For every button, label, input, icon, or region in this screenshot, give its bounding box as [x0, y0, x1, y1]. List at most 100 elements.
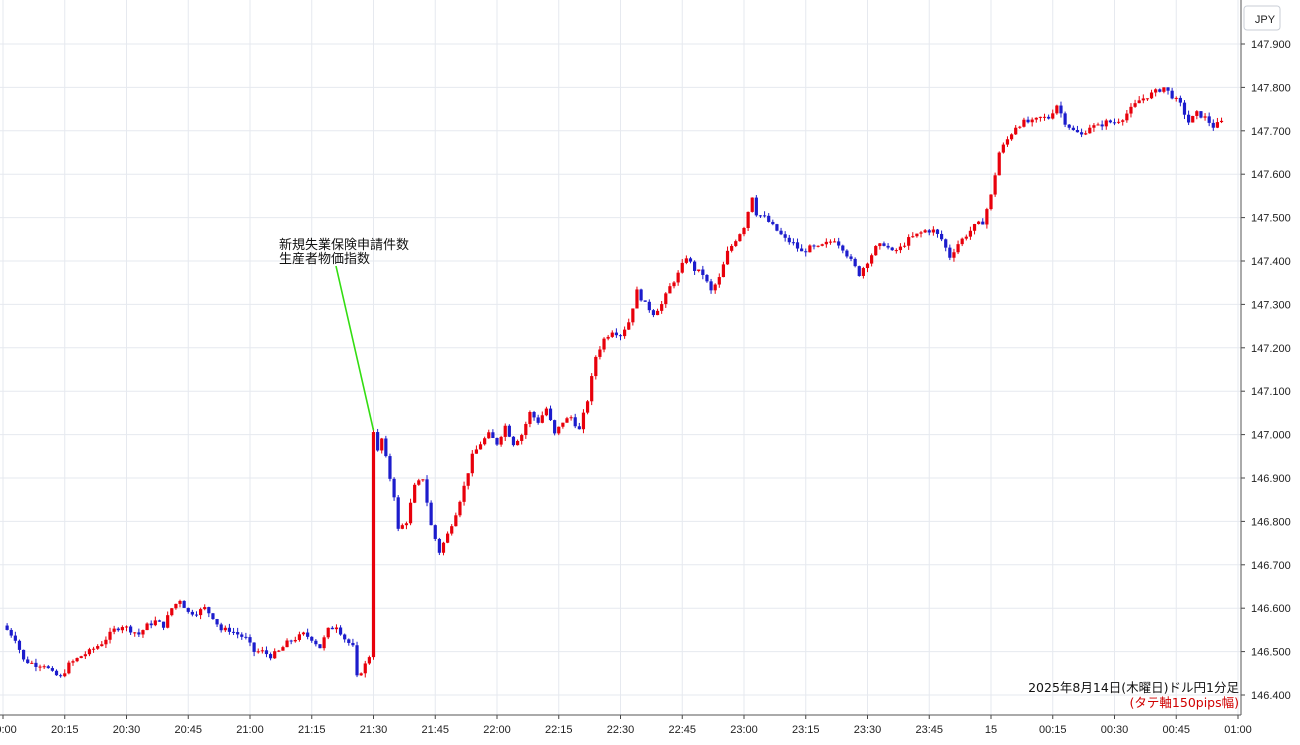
candle-body: [355, 645, 359, 676]
candle-body: [1009, 134, 1014, 140]
candle: [948, 244, 952, 261]
candle-body: [804, 251, 808, 253]
candle-body: [569, 417, 573, 419]
candle: [919, 230, 923, 238]
candle-body: [536, 417, 540, 423]
candle-body: [573, 417, 577, 427]
candle: [301, 631, 306, 636]
candle-body: [894, 250, 898, 252]
candle: [314, 638, 318, 647]
y-tick-label: 147.700: [1251, 126, 1291, 138]
candle-body: [425, 479, 429, 503]
candle: [1117, 118, 1121, 125]
candle-body: [433, 525, 437, 539]
candle-body: [21, 649, 26, 660]
candle-body: [338, 627, 343, 635]
candle-body: [161, 621, 166, 628]
candle-body: [5, 625, 9, 630]
candle-body: [34, 662, 38, 667]
candle: [820, 243, 824, 247]
candle-body: [1059, 105, 1063, 114]
candle-body: [1125, 113, 1129, 121]
candle-body: [392, 478, 396, 498]
candle: [614, 328, 618, 338]
annotation-line: [335, 265, 375, 431]
candle: [1059, 101, 1063, 118]
candle: [326, 627, 330, 640]
candle: [1149, 89, 1154, 100]
x-tick-label: 23:45: [915, 724, 943, 736]
candle: [1182, 100, 1187, 120]
candle-body: [314, 640, 318, 645]
candle-body: [1108, 120, 1112, 123]
y-tick-label: 147.900: [1251, 39, 1291, 51]
candle: [812, 244, 816, 250]
candle: [750, 197, 754, 213]
candle: [585, 399, 590, 415]
candle: [1174, 96, 1178, 102]
candle-body: [63, 673, 67, 677]
candle: [240, 632, 244, 640]
candle: [911, 232, 915, 238]
candle: [602, 337, 606, 353]
candle: [758, 215, 763, 218]
candle: [972, 223, 977, 235]
currency-label-box: JPY: [1243, 5, 1281, 31]
candle-body: [38, 666, 42, 668]
candle-body: [618, 335, 623, 337]
candle-body: [783, 234, 787, 238]
candle-body: [227, 627, 232, 632]
y-tick-label: 146.900: [1251, 473, 1291, 485]
candle-body: [219, 624, 223, 631]
candle: [470, 450, 474, 477]
x-tick-label: 22:45: [668, 724, 696, 736]
candle-body: [931, 229, 935, 233]
candle-body: [507, 425, 511, 437]
candle: [1141, 94, 1145, 104]
candle: [5, 623, 9, 631]
candle-body: [1170, 90, 1174, 99]
candle-body: [655, 310, 660, 316]
y-tick-label: 147.200: [1251, 343, 1291, 355]
candle-body: [186, 607, 190, 612]
candle: [989, 194, 993, 211]
candle: [1133, 99, 1137, 108]
candle: [129, 624, 133, 636]
candle: [260, 646, 264, 654]
candle-body: [688, 258, 693, 262]
candle-body: [124, 626, 129, 628]
candle: [1158, 88, 1162, 93]
candle-body: [544, 408, 548, 416]
candle: [1067, 124, 1071, 130]
candle: [800, 244, 804, 252]
candle-body: [252, 642, 256, 652]
candle: [1219, 117, 1224, 124]
candle-body: [462, 485, 466, 502]
candle-body: [437, 538, 441, 553]
candle-body: [1030, 119, 1034, 123]
candle-body: [754, 197, 758, 216]
candle-body: [1005, 139, 1010, 145]
candle-body: [837, 241, 841, 246]
candle-body: [256, 651, 260, 653]
candle-body: [446, 533, 450, 543]
candle-body: [1182, 102, 1187, 115]
candle: [26, 656, 30, 664]
candle-body: [67, 662, 71, 674]
candle-body: [1158, 89, 1162, 92]
candle: [709, 278, 713, 294]
candle: [520, 433, 524, 445]
candle: [561, 422, 565, 429]
candle-body: [1133, 103, 1137, 107]
candle: [46, 665, 50, 669]
candle: [1137, 96, 1141, 104]
candle-body: [639, 289, 643, 301]
candle: [1121, 119, 1125, 126]
candle: [67, 660, 71, 675]
candle-body: [705, 274, 709, 282]
candle-body: [721, 264, 726, 278]
x-tick-label: 21:30: [360, 724, 388, 736]
candle-body: [989, 194, 993, 210]
candle: [548, 405, 553, 421]
candle-body: [1149, 92, 1154, 99]
